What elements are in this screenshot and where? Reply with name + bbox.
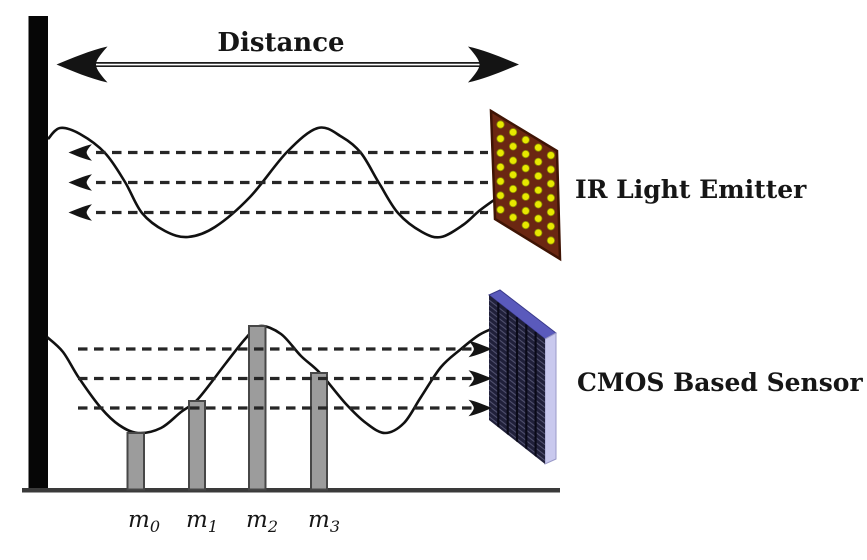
distance-arrow: Distance bbox=[56, 28, 519, 83]
distance-label: Distance bbox=[217, 28, 344, 58]
sample-label-m0: m0 bbox=[128, 507, 160, 536]
reflected-ray-arrows bbox=[78, 340, 492, 417]
led-dot-icon bbox=[534, 214, 543, 223]
led-dot-icon bbox=[496, 177, 505, 186]
led-dot-icon bbox=[496, 148, 505, 157]
led-dot-icon bbox=[508, 156, 518, 165]
sample-label-m3: m3 bbox=[308, 507, 340, 536]
sample-label-m2: m2 bbox=[246, 507, 278, 536]
sample-bar bbox=[126, 432, 145, 491]
led-dot-icon bbox=[546, 165, 556, 174]
led-dot-icon bbox=[534, 228, 543, 237]
ray-arrowhead-left-icon bbox=[68, 144, 92, 161]
ray-arrowhead-right-icon bbox=[468, 399, 492, 417]
led-dot-icon bbox=[534, 157, 543, 166]
ray-arrowhead-left-icon bbox=[68, 174, 92, 191]
led-dot-icon bbox=[508, 170, 518, 179]
led-dot-icon bbox=[546, 208, 556, 217]
led-dot-icon bbox=[521, 221, 530, 230]
ir-emitter-label: IR Light Emitter bbox=[575, 175, 807, 204]
sample-labels: m0 m1 m2 m3 bbox=[128, 507, 340, 536]
led-dot-icon bbox=[496, 191, 505, 200]
led-dot-icon bbox=[521, 150, 530, 159]
led-dot-icon bbox=[521, 135, 530, 144]
emitted-ray-arrows bbox=[68, 144, 488, 221]
led-dot-icon bbox=[546, 179, 556, 188]
led-dot-icon bbox=[534, 171, 543, 181]
ray-arrowhead-right-icon bbox=[468, 340, 492, 358]
led-dot-icon bbox=[508, 213, 518, 222]
cmos-sensor bbox=[488, 289, 557, 465]
ground-line bbox=[22, 488, 560, 493]
led-dot-icon bbox=[521, 164, 530, 173]
target-wall bbox=[28, 16, 48, 492]
led-dot-icon bbox=[534, 200, 543, 209]
led-dot-icon bbox=[508, 199, 518, 208]
led-dot-icon bbox=[496, 134, 505, 143]
ray-arrowhead-left-icon bbox=[68, 204, 92, 221]
cmos-sensor-pixel-texture bbox=[489, 299, 545, 464]
arrowhead-right-icon bbox=[468, 46, 519, 83]
led-dot-icon bbox=[508, 184, 518, 194]
led-dot-icon bbox=[508, 128, 518, 137]
reflected-wave bbox=[46, 324, 502, 435]
led-dot-icon bbox=[546, 151, 556, 160]
led-dot-icon bbox=[534, 143, 543, 152]
emitted-wave bbox=[47, 126, 495, 239]
led-dot-icon bbox=[496, 205, 505, 214]
led-dot-icon bbox=[546, 222, 556, 231]
led-dot-icon bbox=[496, 163, 505, 172]
led-dot-icon bbox=[546, 236, 556, 245]
led-dot-icon bbox=[521, 178, 530, 187]
arrowhead-left-icon bbox=[56, 46, 108, 83]
ir-emitter bbox=[489, 108, 562, 262]
sample-label-m1: m1 bbox=[186, 507, 218, 536]
led-dot-icon bbox=[496, 120, 505, 129]
sample-bar bbox=[188, 400, 206, 491]
led-dot-icon bbox=[546, 193, 556, 202]
cmos-sensor-label: CMOS Based Sensor bbox=[577, 368, 863, 397]
ir-emitter-led-grid bbox=[496, 120, 556, 245]
led-dot-icon bbox=[534, 186, 543, 195]
cmos-sensor-side-face bbox=[544, 332, 557, 465]
led-dot-icon bbox=[521, 206, 530, 215]
ray-arrowhead-right-icon bbox=[468, 370, 492, 387]
led-dot-icon bbox=[521, 192, 530, 201]
sample-bar bbox=[310, 372, 328, 491]
led-dot-icon bbox=[508, 142, 518, 151]
